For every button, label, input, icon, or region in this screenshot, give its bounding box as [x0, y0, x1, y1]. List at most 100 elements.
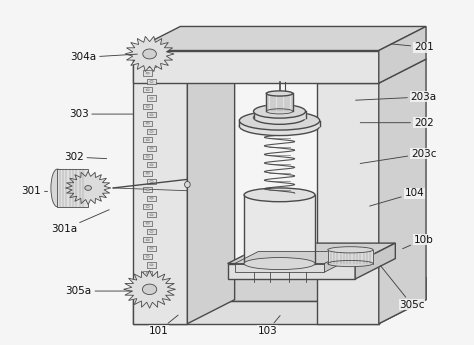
- Ellipse shape: [146, 72, 149, 74]
- Polygon shape: [124, 270, 175, 308]
- Ellipse shape: [146, 172, 149, 174]
- Ellipse shape: [239, 117, 319, 136]
- Polygon shape: [133, 301, 379, 324]
- Ellipse shape: [150, 164, 153, 166]
- Ellipse shape: [150, 114, 153, 116]
- Text: 305a: 305a: [65, 286, 133, 296]
- Text: 301a: 301a: [52, 210, 109, 234]
- Ellipse shape: [150, 214, 153, 216]
- Text: 101: 101: [149, 315, 178, 336]
- Polygon shape: [147, 96, 156, 101]
- Polygon shape: [147, 179, 156, 184]
- Polygon shape: [355, 243, 395, 279]
- Ellipse shape: [146, 56, 149, 57]
- Ellipse shape: [146, 239, 149, 241]
- Ellipse shape: [150, 130, 153, 132]
- Polygon shape: [65, 171, 111, 205]
- Polygon shape: [144, 237, 152, 243]
- Polygon shape: [147, 262, 156, 267]
- Polygon shape: [133, 27, 426, 50]
- Polygon shape: [235, 252, 348, 264]
- Ellipse shape: [266, 109, 293, 114]
- Ellipse shape: [184, 181, 190, 188]
- Polygon shape: [379, 59, 426, 324]
- Ellipse shape: [254, 105, 306, 118]
- Ellipse shape: [146, 189, 149, 191]
- Ellipse shape: [146, 122, 149, 124]
- Polygon shape: [228, 243, 395, 264]
- Ellipse shape: [150, 230, 153, 233]
- Ellipse shape: [143, 49, 156, 59]
- Polygon shape: [144, 87, 152, 92]
- Ellipse shape: [146, 272, 149, 274]
- Ellipse shape: [150, 247, 153, 249]
- Ellipse shape: [146, 256, 149, 257]
- Ellipse shape: [239, 111, 319, 130]
- Ellipse shape: [142, 284, 157, 295]
- Polygon shape: [147, 279, 156, 284]
- Polygon shape: [144, 70, 152, 76]
- Polygon shape: [147, 229, 156, 234]
- Polygon shape: [133, 59, 187, 324]
- Ellipse shape: [150, 197, 153, 199]
- Polygon shape: [187, 35, 235, 324]
- Text: 201: 201: [391, 42, 434, 52]
- Ellipse shape: [328, 247, 373, 253]
- Ellipse shape: [150, 147, 153, 149]
- Polygon shape: [147, 212, 156, 217]
- Polygon shape: [318, 83, 379, 324]
- Ellipse shape: [150, 180, 153, 183]
- Ellipse shape: [254, 111, 306, 124]
- Text: 304a: 304a: [70, 52, 137, 62]
- Text: 104: 104: [370, 188, 424, 206]
- Polygon shape: [57, 169, 88, 207]
- Ellipse shape: [328, 260, 373, 267]
- Polygon shape: [147, 112, 156, 117]
- Polygon shape: [324, 252, 348, 272]
- Ellipse shape: [51, 169, 64, 207]
- Text: 301: 301: [21, 186, 47, 196]
- Ellipse shape: [146, 106, 149, 107]
- Ellipse shape: [150, 97, 153, 99]
- Polygon shape: [147, 79, 156, 84]
- Polygon shape: [318, 59, 426, 83]
- Polygon shape: [133, 35, 235, 59]
- Ellipse shape: [150, 264, 153, 266]
- Ellipse shape: [146, 222, 149, 224]
- Polygon shape: [144, 270, 152, 276]
- Polygon shape: [379, 277, 426, 324]
- Polygon shape: [144, 154, 152, 159]
- Polygon shape: [228, 264, 355, 279]
- Text: 203c: 203c: [360, 149, 437, 164]
- Polygon shape: [147, 196, 156, 201]
- Polygon shape: [133, 50, 379, 83]
- Polygon shape: [144, 204, 152, 209]
- Polygon shape: [144, 254, 152, 259]
- Polygon shape: [147, 246, 156, 251]
- Text: 202: 202: [360, 118, 434, 128]
- Ellipse shape: [150, 80, 153, 82]
- Polygon shape: [235, 264, 324, 272]
- Ellipse shape: [266, 91, 293, 96]
- Polygon shape: [144, 170, 152, 176]
- Ellipse shape: [244, 258, 315, 269]
- Ellipse shape: [146, 156, 149, 157]
- Polygon shape: [125, 36, 174, 71]
- Polygon shape: [144, 104, 152, 109]
- Text: 302: 302: [64, 152, 107, 162]
- Polygon shape: [147, 146, 156, 151]
- Polygon shape: [147, 62, 156, 67]
- Polygon shape: [144, 187, 152, 193]
- Text: 10b: 10b: [402, 235, 434, 249]
- Ellipse shape: [85, 186, 91, 190]
- Polygon shape: [144, 220, 152, 226]
- Ellipse shape: [244, 188, 315, 202]
- Text: 203a: 203a: [356, 92, 437, 102]
- Polygon shape: [144, 137, 152, 142]
- Polygon shape: [144, 120, 152, 126]
- Polygon shape: [144, 54, 152, 59]
- Ellipse shape: [146, 139, 149, 141]
- Polygon shape: [147, 162, 156, 167]
- Polygon shape: [133, 277, 426, 301]
- Ellipse shape: [146, 206, 149, 207]
